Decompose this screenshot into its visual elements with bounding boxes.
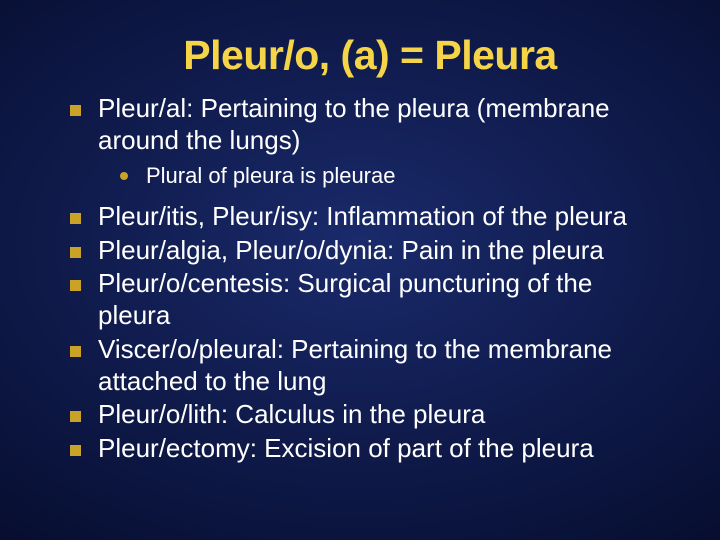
slide-title: Pleur/o, (a) = Pleura: [70, 32, 670, 79]
list-item: Pleur/o/centesis: Surgical puncturing of…: [70, 268, 670, 331]
slide-container: Pleur/o, (a) = Pleura Pleur/al: Pertaini…: [0, 0, 720, 540]
list-item: Pleur/o/lith: Calculus in the pleura: [70, 399, 670, 431]
list-item: Pleur/itis, Pleur/isy: Inflammation of t…: [70, 201, 670, 233]
sub-bullet-list: Plural of pleura is pleurae: [98, 162, 670, 191]
list-item: Pleur/al: Pertaining to the pleura (memb…: [70, 93, 670, 191]
list-item: Pleur/ectomy: Excision of part of the pl…: [70, 433, 670, 465]
list-item: Pleur/algia, Pleur/o/dynia: Pain in the …: [70, 235, 670, 267]
list-item-text: Pleur/al: Pertaining to the pleura (memb…: [98, 93, 610, 155]
sub-list-item: Plural of pleura is pleurae: [116, 162, 670, 191]
list-item: Viscer/o/pleural: Pertaining to the memb…: [70, 334, 670, 397]
main-bullet-list: Pleur/al: Pertaining to the pleura (memb…: [70, 93, 670, 465]
